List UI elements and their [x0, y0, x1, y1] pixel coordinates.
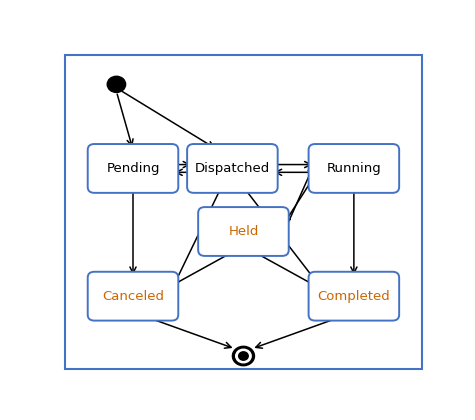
FancyBboxPatch shape [88, 272, 178, 320]
FancyBboxPatch shape [88, 144, 178, 193]
Text: Canceled: Canceled [102, 290, 164, 303]
Circle shape [238, 352, 248, 360]
FancyBboxPatch shape [309, 272, 399, 320]
FancyBboxPatch shape [187, 144, 278, 193]
Text: Pending: Pending [106, 162, 160, 175]
Circle shape [107, 76, 125, 92]
Circle shape [232, 346, 255, 366]
FancyBboxPatch shape [198, 207, 289, 256]
FancyBboxPatch shape [309, 144, 399, 193]
Text: Running: Running [326, 162, 381, 175]
Text: Dispatched: Dispatched [195, 162, 270, 175]
Text: Held: Held [228, 225, 258, 238]
Text: Completed: Completed [317, 290, 390, 303]
Circle shape [236, 349, 251, 363]
